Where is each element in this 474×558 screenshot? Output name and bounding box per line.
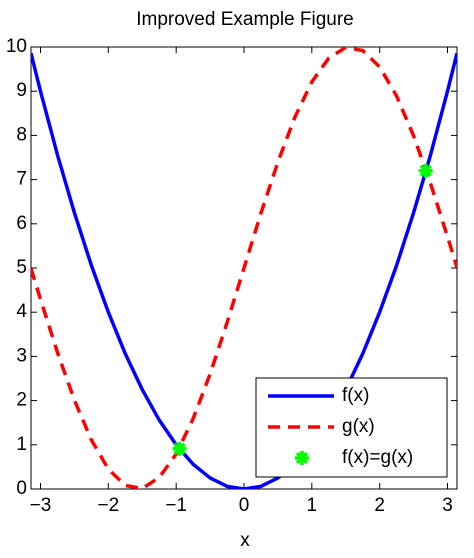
series-line — [31, 52, 457, 489]
x-tick-label: 2 — [374, 495, 385, 516]
x-tick-label: 3 — [442, 495, 453, 516]
chart-title: Improved Example Figure — [136, 9, 354, 30]
y-tick-label: 2 — [16, 390, 27, 411]
y-tick-label: 10 — [6, 36, 27, 57]
y-tick-label: 3 — [16, 345, 27, 366]
y-tick-label: 0 — [16, 478, 27, 499]
y-tick-label: 4 — [16, 301, 27, 322]
legend-label: f(x) — [342, 385, 369, 406]
x-tick-label: −3 — [30, 495, 52, 516]
x-axis-label: x — [240, 530, 250, 551]
y-tick-label: 6 — [16, 213, 27, 234]
y-tick-label: 5 — [16, 257, 27, 278]
y-tick-label: 7 — [16, 169, 27, 190]
intersection-marker — [172, 441, 187, 456]
marker-stroke — [419, 164, 432, 177]
x-tick-label: −2 — [97, 495, 119, 516]
intersection-marker — [295, 451, 309, 465]
y-tick-label: 9 — [16, 80, 27, 101]
y-tick-label: 1 — [16, 434, 27, 455]
intersection-marker — [418, 163, 433, 178]
legend-label: f(x)=g(x) — [342, 447, 413, 468]
x-tick-label: −1 — [165, 495, 187, 516]
marker-stroke — [295, 451, 309, 465]
series-line — [31, 47, 457, 489]
y-tick-label: 8 — [16, 124, 27, 145]
marker-stroke — [173, 442, 186, 455]
legend-label: g(x) — [342, 416, 375, 437]
x-tick-label: 0 — [239, 495, 250, 516]
x-tick-label: 1 — [307, 495, 318, 516]
